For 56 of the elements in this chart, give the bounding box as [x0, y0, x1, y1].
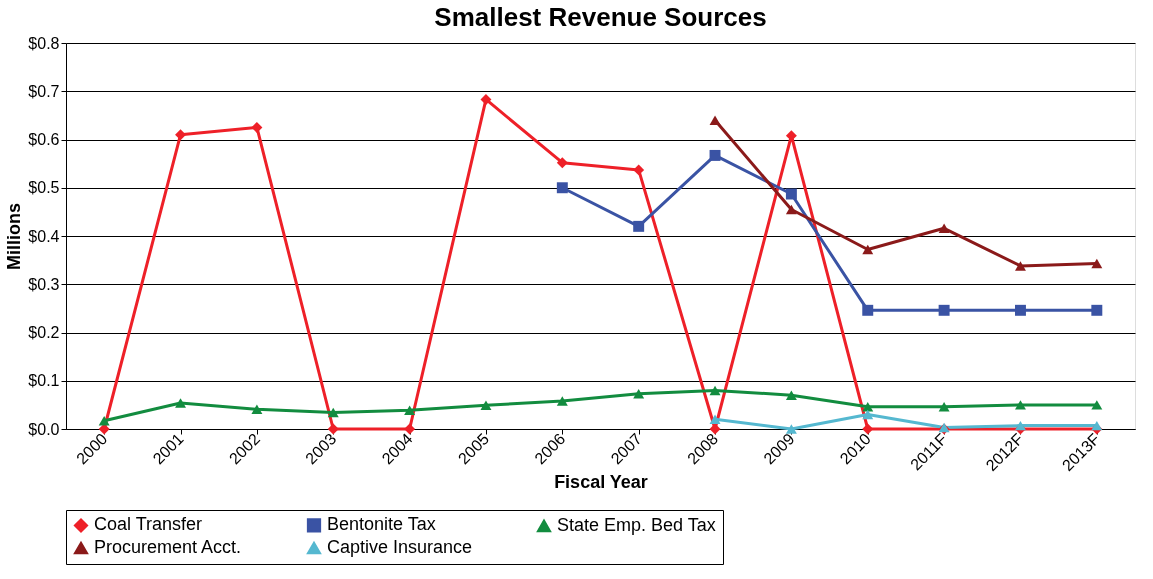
point — [709, 149, 721, 161]
point — [1014, 400, 1026, 410]
point — [785, 188, 797, 200]
legend-label: Captive Insurance — [327, 537, 473, 557]
point — [862, 409, 874, 420]
point — [862, 244, 874, 255]
point — [938, 304, 950, 316]
point — [175, 398, 187, 408]
y-tick-label: $0.0 — [28, 420, 60, 438]
point — [1014, 304, 1026, 316]
point — [709, 385, 721, 396]
legend-label: State Emp. Bed Tax — [557, 514, 716, 535]
point — [785, 424, 797, 434]
point — [1091, 400, 1103, 410]
y-tick-label: $0.3 — [28, 275, 60, 293]
point — [327, 407, 339, 418]
y-tick-label: $0.4 — [28, 227, 60, 245]
point — [404, 405, 416, 415]
point — [1091, 420, 1103, 431]
point — [862, 304, 874, 316]
y-tick-label: $0.7 — [28, 82, 60, 100]
point — [175, 129, 187, 141]
point — [327, 423, 339, 435]
point — [556, 396, 568, 406]
point — [709, 115, 721, 125]
y-axis-title: Millions — [4, 203, 25, 270]
point — [556, 182, 568, 194]
y-tick-label: $0.1 — [28, 372, 60, 390]
point — [480, 400, 492, 411]
point — [633, 220, 645, 232]
point — [938, 223, 950, 234]
point — [251, 121, 263, 133]
y-tick-label: $0.8 — [28, 34, 60, 52]
x-axis-title: Fiscal Year — [554, 472, 648, 493]
point — [633, 389, 645, 399]
legend-label: Coal Transfer — [94, 514, 203, 535]
legend-label: Procurement Acct. — [94, 537, 242, 557]
point — [480, 93, 492, 105]
y-tick-label: $0.2 — [28, 324, 60, 341]
chart-title: Smallest Revenue Sources — [434, 2, 767, 32]
y-tick-label: $0.6 — [28, 131, 60, 148]
point — [98, 416, 110, 426]
point — [1014, 420, 1026, 431]
point — [785, 204, 797, 215]
point — [633, 164, 645, 176]
point — [1014, 261, 1026, 271]
y-tick-label: $0.5 — [28, 179, 60, 197]
point — [251, 404, 263, 414]
point — [1091, 258, 1103, 269]
point — [1091, 304, 1103, 316]
point — [785, 390, 797, 400]
point — [709, 414, 721, 425]
point — [556, 157, 568, 169]
point — [862, 402, 874, 412]
legend-label: Bentonite Tax — [327, 514, 436, 535]
point — [938, 402, 950, 412]
